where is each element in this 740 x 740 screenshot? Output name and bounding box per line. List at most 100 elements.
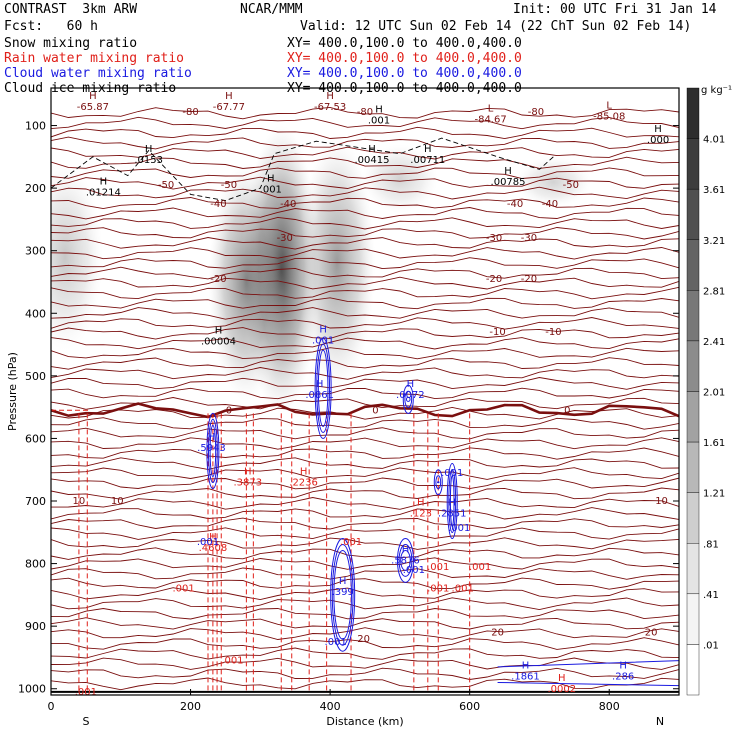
y-tick-label: 300 xyxy=(25,245,46,258)
isotherm-line xyxy=(51,577,679,590)
extremum-value: .123 xyxy=(410,509,432,520)
isotherm-line xyxy=(51,417,679,430)
contour-label: .001 xyxy=(221,656,243,667)
colorbar-segment xyxy=(686,239,700,291)
field-rain-xy: XY= 400.0,100.0 to 400.0,400.0 xyxy=(287,51,522,66)
extremum-marker: H xyxy=(368,144,376,155)
colorbar-segment xyxy=(686,188,700,240)
isotherm-line xyxy=(51,207,679,220)
extremum-value: .2851 xyxy=(438,509,467,520)
isotherm-line xyxy=(51,156,679,169)
y-axis-label: Pressure (hPa) xyxy=(6,352,19,431)
extremum-marker: H xyxy=(316,379,324,390)
contour-label: .001 xyxy=(172,584,194,595)
extremum-marker: H xyxy=(619,660,627,671)
colorbar-segment xyxy=(686,87,700,139)
extremum-marker: H xyxy=(402,545,410,556)
isotherm-line xyxy=(51,377,679,390)
isotherm-line xyxy=(51,286,679,300)
isotherm-line xyxy=(51,477,679,490)
extremum-value: .00415 xyxy=(354,155,389,166)
field-snow-xy: XY= 400.0,100.0 to 400.0,400.0 xyxy=(287,36,522,51)
isotherm-line xyxy=(51,637,679,650)
cloud-water-contour xyxy=(206,412,220,489)
isotherm-line xyxy=(51,547,679,560)
isotherm-line xyxy=(51,337,679,350)
isotherm-line xyxy=(51,237,679,250)
extremum-marker: H xyxy=(522,660,530,671)
isotherm-line xyxy=(51,608,679,620)
snow-shading-column xyxy=(208,163,285,401)
x-tick-label: 0 xyxy=(48,700,55,713)
field-cloud-water-name: Cloud water mixing ratio xyxy=(4,66,192,81)
colorbar-tick-label: .41 xyxy=(703,590,719,601)
y-tick-label: 1000 xyxy=(18,683,46,696)
cloud-water-contour xyxy=(333,550,352,640)
extremum-marker: H xyxy=(654,124,662,135)
extremum-value: .0861 xyxy=(305,390,334,401)
plot-frame xyxy=(50,87,680,696)
extremum-marker: H xyxy=(89,91,97,102)
isotherm-line xyxy=(51,457,679,470)
contour-label: .001 xyxy=(403,565,425,576)
isotherm-line xyxy=(51,537,679,550)
isotherm-line xyxy=(51,176,679,190)
isotherm-line xyxy=(51,667,679,680)
colorbar-tick-label: .81 xyxy=(703,539,719,550)
x-tick-label: 600 xyxy=(459,700,480,713)
extremum-value: -65.87 xyxy=(77,102,109,113)
cloud-water-contour xyxy=(396,538,414,583)
cloud-water-contour xyxy=(317,349,329,427)
cloud-water-contour xyxy=(316,343,331,433)
contour-label: .001 xyxy=(427,584,449,595)
extremum-marker: H xyxy=(208,432,216,443)
field-rain-name: Rain water mixing ratio xyxy=(4,51,185,66)
y-tick-label: 600 xyxy=(25,432,46,445)
isotherm-line xyxy=(51,116,679,130)
extremum-value: .000 xyxy=(647,135,669,146)
extremum-value: .00004 xyxy=(201,337,236,348)
isotherm-line xyxy=(51,507,679,520)
isotherm-line xyxy=(51,167,679,179)
isotherm-line xyxy=(51,657,679,670)
extremum-marker: H xyxy=(339,576,347,587)
cloud-ice-contour xyxy=(51,137,554,202)
cloud-water-contour xyxy=(497,660,679,687)
extremum-value: .0002 xyxy=(547,684,576,695)
extremum-value: .0072 xyxy=(396,390,425,401)
contour-label: .001 xyxy=(452,584,474,595)
cloud-water-contour xyxy=(436,481,440,484)
isotherm-label: -50 xyxy=(158,180,174,191)
colorbar-segment xyxy=(686,492,700,544)
extremum-marker: H xyxy=(448,498,456,509)
cloud-water-contour xyxy=(400,550,411,571)
extremum-marker: H xyxy=(300,466,308,477)
extremum-marker: L xyxy=(488,103,494,114)
isotherm-line xyxy=(51,126,679,140)
contour-label: .001 xyxy=(75,687,97,698)
isotherm-line xyxy=(51,197,679,210)
extremum-value: .0153 xyxy=(134,155,163,166)
isotherm-label: -30 xyxy=(521,233,537,244)
isotherm-label: -40 xyxy=(507,199,523,210)
colorbar-segment xyxy=(686,441,700,493)
isotherm-label: -80 xyxy=(182,107,198,118)
isotherm-label: 10 xyxy=(655,496,668,507)
isotherm-line xyxy=(51,487,679,500)
extremum-value: .00785 xyxy=(491,177,526,188)
isotherm-label: 10 xyxy=(73,496,86,507)
extremum-marker: H xyxy=(326,91,334,102)
colorbar-segment xyxy=(686,138,700,190)
colorbar-tick-label: 1.21 xyxy=(703,489,725,500)
y-tick-label: 400 xyxy=(25,307,46,320)
extremum-value: .001 xyxy=(368,116,390,127)
snow-shading-column xyxy=(51,163,103,351)
header-valid: Valid: 12 UTC Sun 02 Feb 14 (22 ChT Sun … xyxy=(300,19,692,34)
isotherm-label: -20 xyxy=(521,274,537,285)
isotherm-label: -80 xyxy=(357,107,373,118)
colorbar-segment xyxy=(686,290,700,342)
extremum-value: .399 xyxy=(332,587,354,598)
extremum-value: .001 xyxy=(312,335,334,346)
extremum-marker: H xyxy=(225,91,233,102)
